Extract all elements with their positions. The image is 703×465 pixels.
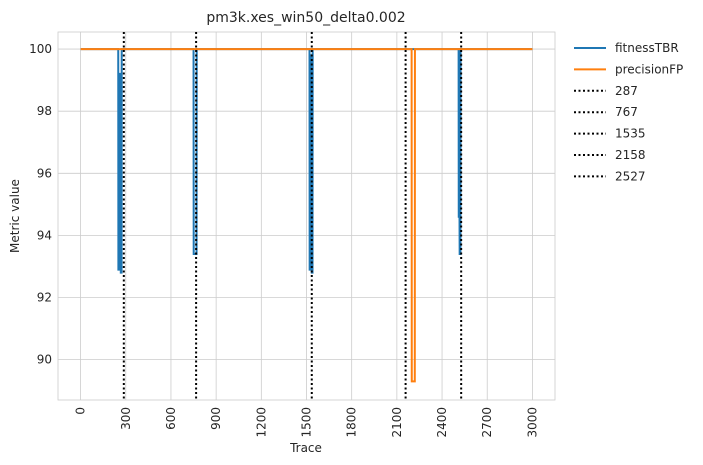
series-line-precisionFP — [80, 48, 533, 383]
legend-label[interactable]: 1535 — [615, 127, 646, 141]
x-tick-label: 3000 — [525, 407, 539, 438]
y-tick-label: 96 — [37, 166, 52, 180]
vlines-layer — [122, 32, 463, 400]
x-tick-label: 0 — [74, 407, 88, 415]
y-tick-label: 100 — [29, 42, 52, 56]
y-tick-label: 94 — [37, 228, 52, 242]
x-tick-label: 1200 — [254, 407, 268, 438]
grid — [57, 31, 556, 401]
legend-label[interactable]: 287 — [615, 84, 638, 98]
x-tick-label: 2400 — [435, 407, 449, 438]
legend-label[interactable]: 2158 — [615, 148, 646, 162]
y-tick-label: 90 — [37, 353, 52, 367]
x-tick-label: 2100 — [390, 407, 404, 438]
legend-label[interactable]: 767 — [615, 105, 638, 119]
x-tick-label: 300 — [119, 407, 133, 430]
x-tick-label: 1500 — [300, 407, 314, 438]
legend[interactable]: fitnessTBR precisionFP 287 767 1535 2158 2527 — [574, 41, 683, 183]
series-line-fitnessTBR — [80, 48, 533, 274]
y-tick-label: 98 — [37, 104, 52, 118]
legend-label[interactable]: fitnessTBR — [615, 41, 679, 55]
plot-frame — [57, 31, 556, 401]
chart-title: pm3k.xes_win50_delta0.002 — [206, 10, 405, 26]
y-tick-label: 92 — [37, 291, 52, 305]
ticks-layer: 0 300 600 900 1200 1500 1800 2100 2400 2700 3000 90… — [29, 42, 539, 437]
legend-label[interactable]: precisionFP — [615, 62, 683, 76]
x-tick-label: 2700 — [480, 407, 494, 438]
x-tick-label: 600 — [164, 407, 178, 430]
x-tick-label: 1800 — [345, 407, 359, 438]
series-layer — [80, 48, 533, 383]
y-axis-label: Metric value — [8, 179, 22, 253]
legend-label[interactable]: 2527 — [615, 169, 646, 183]
x-axis-label: Trace — [289, 441, 322, 455]
x-tick-label: 900 — [209, 407, 223, 430]
